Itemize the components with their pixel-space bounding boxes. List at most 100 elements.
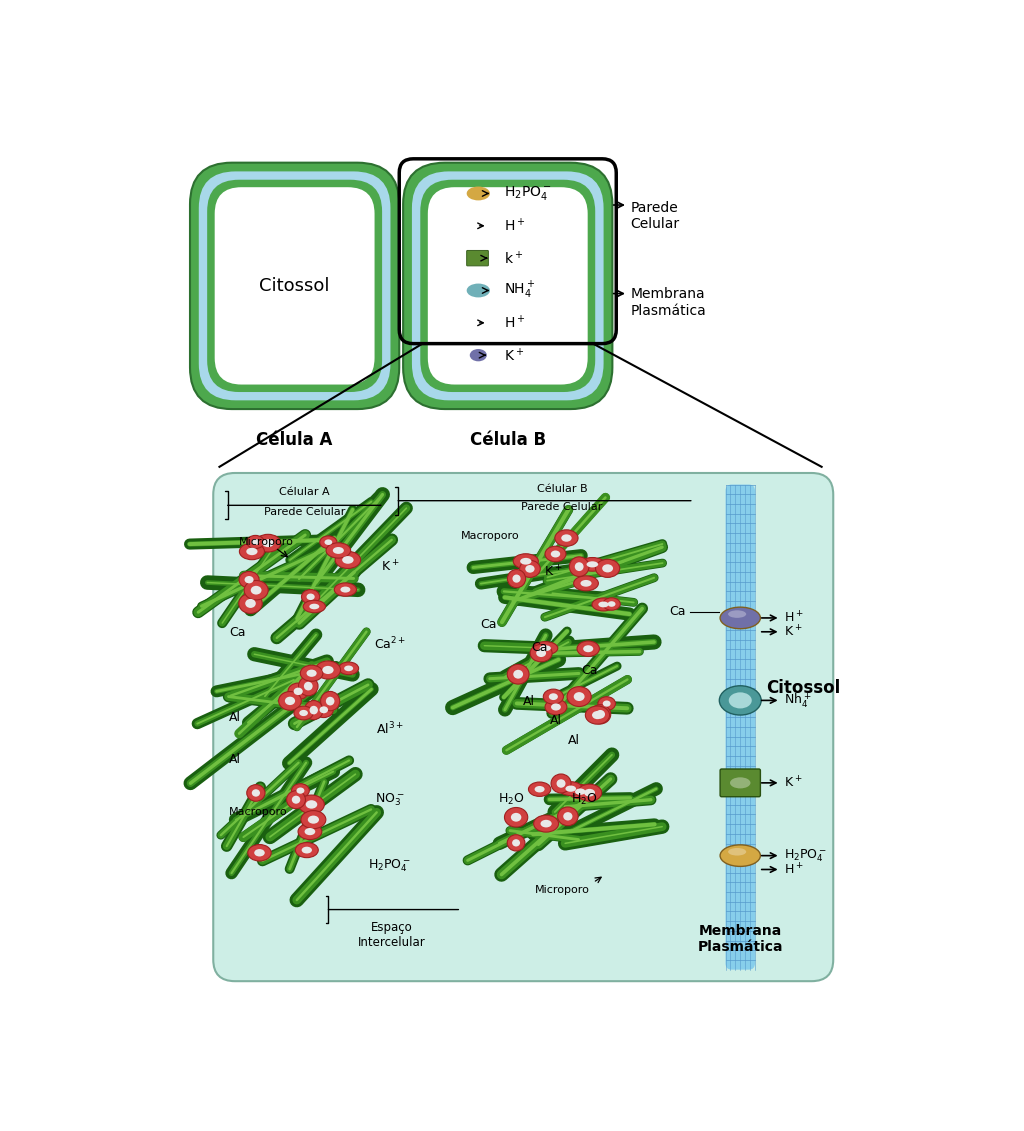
Ellipse shape <box>559 782 583 795</box>
Ellipse shape <box>555 529 578 546</box>
Ellipse shape <box>309 604 319 610</box>
Ellipse shape <box>580 558 605 571</box>
Ellipse shape <box>470 349 486 361</box>
FancyBboxPatch shape <box>207 180 382 392</box>
Text: Parede
Celular: Parede Celular <box>630 201 679 232</box>
Ellipse shape <box>507 664 529 684</box>
Ellipse shape <box>301 589 319 604</box>
Ellipse shape <box>520 558 531 564</box>
Ellipse shape <box>544 689 563 705</box>
Ellipse shape <box>299 795 325 814</box>
Ellipse shape <box>598 697 615 710</box>
Text: k$^+$: k$^+$ <box>504 250 523 267</box>
Ellipse shape <box>342 556 353 563</box>
Ellipse shape <box>728 611 746 618</box>
Ellipse shape <box>508 570 525 588</box>
Text: Al: Al <box>523 696 536 708</box>
Text: Ca: Ca <box>531 641 548 654</box>
Ellipse shape <box>574 562 584 571</box>
Ellipse shape <box>294 688 303 696</box>
FancyBboxPatch shape <box>403 163 612 409</box>
Ellipse shape <box>569 556 589 577</box>
Ellipse shape <box>534 815 558 832</box>
Ellipse shape <box>525 566 535 572</box>
Text: Citossol: Citossol <box>259 277 330 295</box>
Ellipse shape <box>323 666 334 674</box>
Text: Al: Al <box>228 710 241 724</box>
Ellipse shape <box>244 580 268 599</box>
Ellipse shape <box>587 561 598 568</box>
Ellipse shape <box>247 535 264 549</box>
Ellipse shape <box>326 697 335 706</box>
Ellipse shape <box>315 661 341 679</box>
Ellipse shape <box>513 554 539 569</box>
Ellipse shape <box>292 796 300 804</box>
Ellipse shape <box>512 575 520 582</box>
Ellipse shape <box>528 782 551 796</box>
FancyBboxPatch shape <box>199 172 390 400</box>
Text: Ca: Ca <box>480 619 497 631</box>
Ellipse shape <box>549 693 558 700</box>
Ellipse shape <box>730 777 751 788</box>
Text: Nh$_4^+$: Nh$_4^+$ <box>783 691 811 710</box>
Ellipse shape <box>537 649 546 657</box>
FancyBboxPatch shape <box>467 250 488 266</box>
Text: Microporo: Microporo <box>535 886 590 896</box>
Ellipse shape <box>575 788 586 795</box>
Ellipse shape <box>340 587 350 593</box>
Text: Célula B: Célula B <box>470 431 546 449</box>
Ellipse shape <box>532 641 558 655</box>
Ellipse shape <box>603 598 621 611</box>
Ellipse shape <box>251 586 261 595</box>
Text: Espaço
Intercelular: Espaço Intercelular <box>357 921 425 949</box>
Ellipse shape <box>334 582 356 596</box>
Text: H$_2$PO$_4^-$: H$_2$PO$_4^-$ <box>504 184 552 202</box>
Ellipse shape <box>511 813 521 821</box>
Ellipse shape <box>719 685 761 715</box>
Ellipse shape <box>607 602 615 607</box>
Text: H$^+$: H$^+$ <box>504 217 525 234</box>
Ellipse shape <box>245 599 256 608</box>
Ellipse shape <box>240 543 264 560</box>
Ellipse shape <box>551 774 571 793</box>
Ellipse shape <box>729 692 752 708</box>
Ellipse shape <box>551 551 560 558</box>
Ellipse shape <box>252 539 259 545</box>
Ellipse shape <box>573 576 598 590</box>
Text: Citossol: Citossol <box>767 680 841 698</box>
Text: Macroporo: Macroporo <box>461 532 520 541</box>
Ellipse shape <box>578 784 602 801</box>
Ellipse shape <box>326 543 350 558</box>
Ellipse shape <box>247 785 265 801</box>
Ellipse shape <box>298 823 322 839</box>
Ellipse shape <box>505 808 527 827</box>
FancyBboxPatch shape <box>420 180 595 392</box>
Ellipse shape <box>598 602 608 607</box>
Text: K$^+$: K$^+$ <box>381 559 399 575</box>
Ellipse shape <box>306 670 316 676</box>
Ellipse shape <box>728 848 746 855</box>
Ellipse shape <box>565 786 577 792</box>
Ellipse shape <box>507 835 525 851</box>
Ellipse shape <box>248 845 271 861</box>
Ellipse shape <box>255 534 281 552</box>
FancyBboxPatch shape <box>720 769 761 796</box>
Ellipse shape <box>299 676 318 696</box>
Ellipse shape <box>304 682 312 691</box>
Text: K$^+$: K$^+$ <box>783 775 802 791</box>
Ellipse shape <box>596 710 605 718</box>
Ellipse shape <box>535 786 545 793</box>
Ellipse shape <box>319 536 337 549</box>
FancyBboxPatch shape <box>428 188 588 385</box>
Ellipse shape <box>296 787 304 794</box>
Text: Microporo: Microporo <box>239 537 294 547</box>
Text: Al: Al <box>568 734 581 746</box>
Text: NH$_4^+$: NH$_4^+$ <box>504 279 536 301</box>
Text: H$_2$PO$_4^-$: H$_2$PO$_4^-$ <box>369 857 412 874</box>
Ellipse shape <box>292 784 309 797</box>
Ellipse shape <box>344 665 353 671</box>
Text: H$_2$O: H$_2$O <box>499 792 525 808</box>
Text: K$^+$: K$^+$ <box>504 346 524 364</box>
Ellipse shape <box>285 697 295 705</box>
Text: H$^+$: H$^+$ <box>504 314 525 331</box>
